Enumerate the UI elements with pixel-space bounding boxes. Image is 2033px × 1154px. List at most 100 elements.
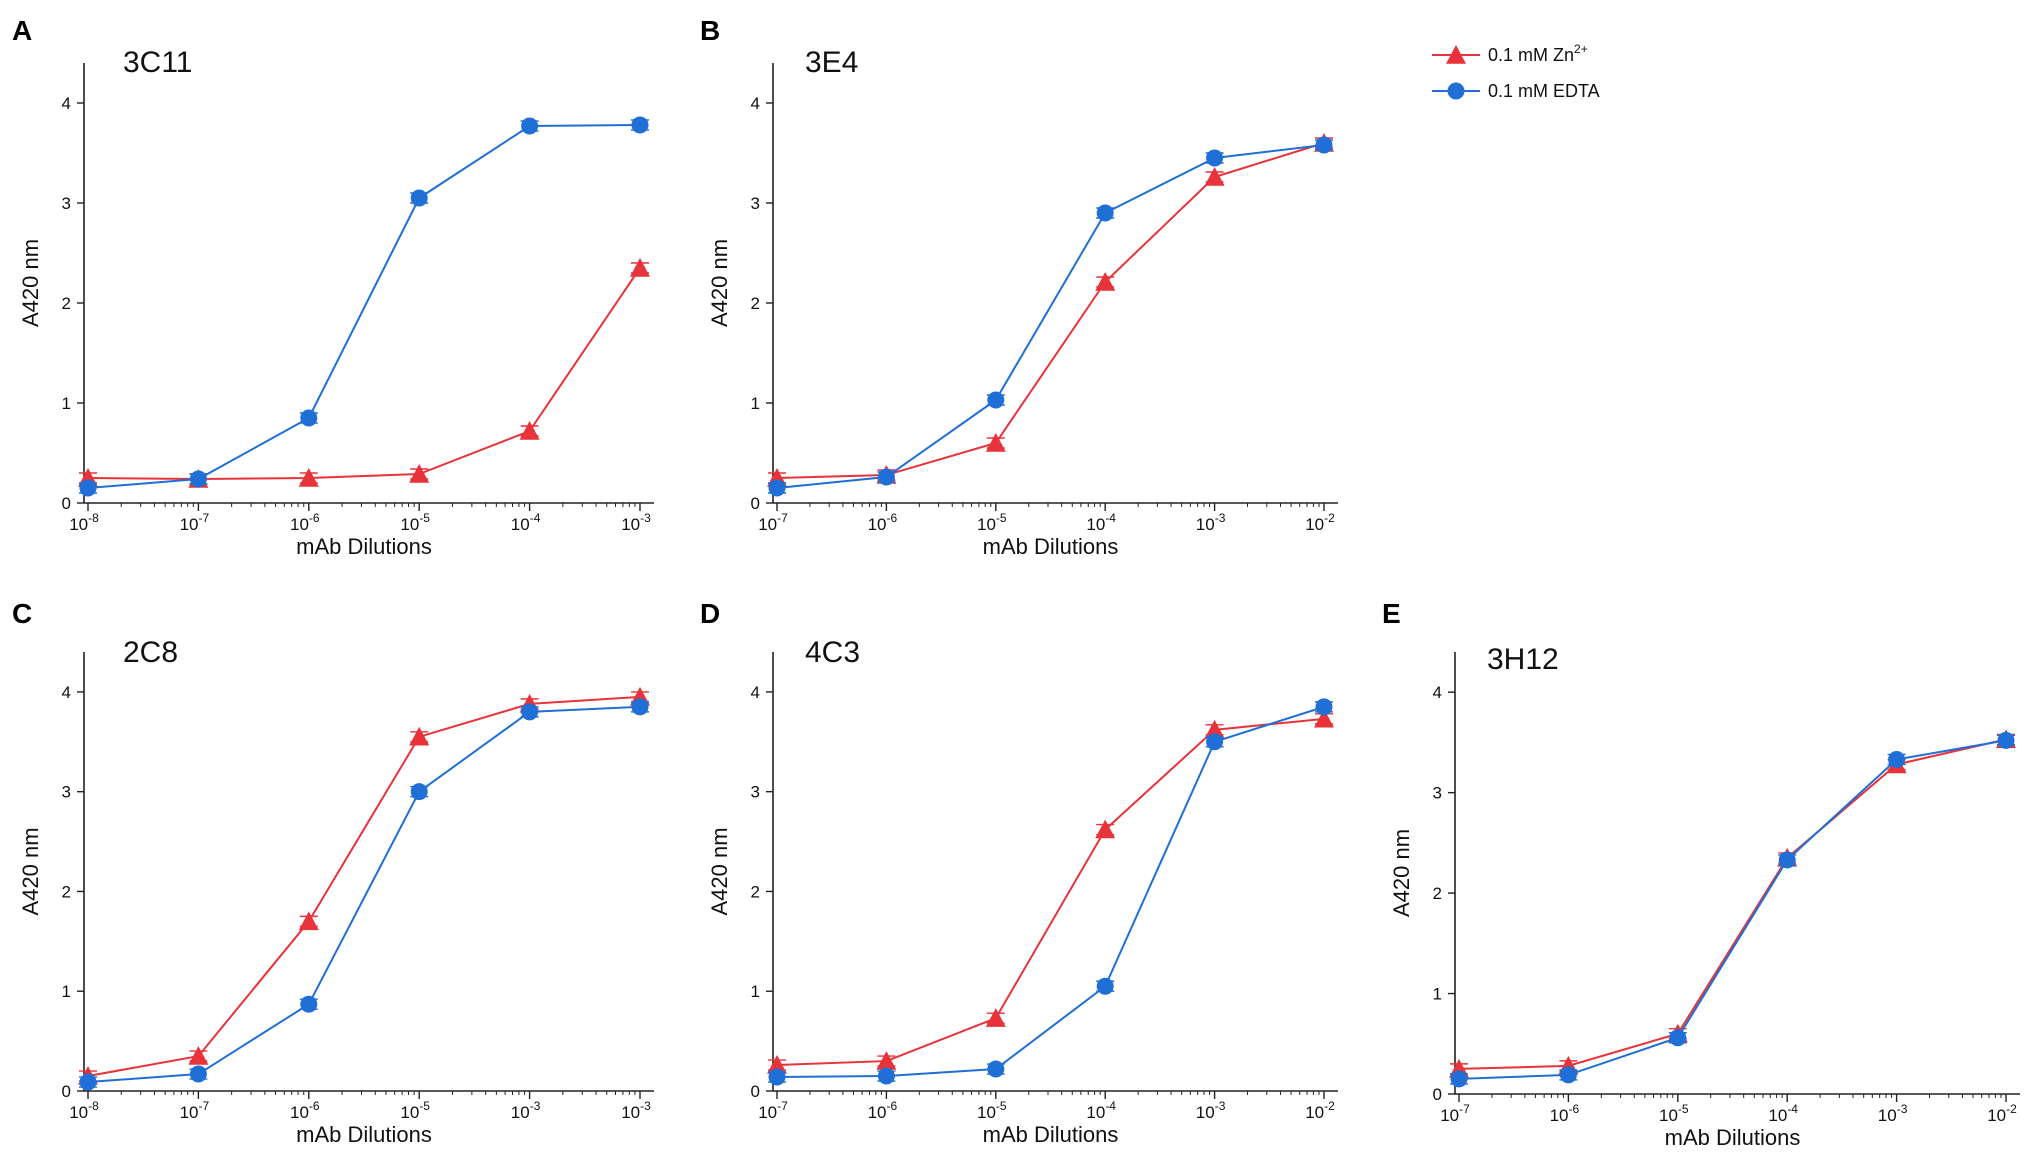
series-line [87,267,641,481]
y-axis-label: A420 nm [18,239,43,327]
x-tick-label: 10-5 [977,511,1007,534]
x-tick-label: 10-6 [290,511,320,534]
series-line [87,695,641,1078]
data-point-zn [985,433,1006,452]
x-tick-label: 10-4 [1768,1102,1798,1125]
x-tick-label: 10-6 [868,1099,898,1122]
data-point-edta [1096,977,1114,995]
x-tick-label: 10-2 [1987,1102,2017,1125]
x-tick-label: 10-4 [511,511,541,534]
x-tick-label: 10-8 [69,1099,99,1122]
series-edta [1450,731,2015,1088]
x-tick-label: 10-7 [1440,1102,1470,1125]
panel-e: E 3H12 0 1 2 3 4 10-7 10-6 10-5 10-4 10-3 10-2 mAb Di… [1382,598,2020,1150]
data-point-edta [1450,1070,1468,1088]
legend-label: 0.1 mM EDTA [1488,81,1600,101]
y-axis-label: A420 nm [18,827,43,915]
data-point-zn [767,1055,787,1074]
x-tick-label: 10-2 [1305,511,1335,534]
series-edta [79,698,649,1091]
data-point-edta [1315,698,1333,716]
y-tick-label: 0 [62,1082,71,1101]
x-tick-label: 10-3 [621,511,651,534]
panel-d: D 4C3 0 1 2 3 4 10-7 10-6 10-5 10-4 10-3 10-2 mAb Dil… [700,598,1338,1147]
data-point-zn [1095,272,1116,291]
panel-a: A 3C11 0 1 2 3 4 10-8 10-7 10-6 10-5 10-4 10-3 mAb Di… [12,15,654,559]
x-tick-label: 10-3 [1196,1099,1226,1122]
legend-entry: 0.1 mM EDTA [1432,81,1600,101]
y-tick-label: 2 [62,882,71,901]
y-tick-label: 3 [751,783,760,802]
y-tick-label: 3 [1433,784,1442,803]
legend: 0.1 mM Zn2+ 0.1 mM EDTA [1432,42,1600,101]
data-point-edta [189,470,207,488]
data-point-edta [1559,1066,1577,1084]
data-point-zn [409,464,430,483]
panel-letter: D [700,598,720,629]
data-point-edta [1315,136,1333,154]
series-line [776,717,1325,1067]
data-point-edta [1888,750,1906,768]
y-tick-label: 2 [62,294,71,313]
x-tick-label: 10-3 [621,1099,651,1122]
y-tick-label: 1 [1433,985,1442,1004]
series-edta [768,136,1333,497]
series-line [87,705,641,1084]
series-line [1458,738,2007,1070]
legend-entry: 0.1 mM Zn2+ [1432,42,1588,65]
series-line [776,144,1325,489]
data-point-zn [1204,719,1225,739]
data-point-edta [768,479,786,497]
y-tick-label: 4 [62,94,71,113]
x-axis-label: mAb Dilutions [296,1122,432,1147]
data-point-zn [630,258,650,277]
x-tick-label: 10-7 [180,1099,210,1122]
x-tick-label: 10-5 [977,1099,1007,1122]
data-point-edta [768,1068,786,1086]
data-point-zn [298,911,319,931]
x-tick-label: 10-3 [511,1099,541,1122]
x-tick-label: 10-3 [1878,1102,1908,1125]
data-point-edta [410,189,428,207]
data-point-zn [985,1008,1006,1027]
series-zn [1449,729,2016,1078]
chart-title: 3E4 [805,46,858,79]
data-point-edta [189,1065,207,1083]
data-point-edta [79,1073,97,1091]
panel-b: B 3E4 0 1 2 3 4 10-7 10-6 10-5 10-4 10-3 10-2 mAb Dil… [700,15,1338,559]
y-tick-label: 4 [62,683,71,702]
data-point-edta [987,1060,1005,1078]
series-zn [767,708,1334,1074]
x-tick-label: 10-5 [400,511,430,534]
data-point-zn [1314,708,1334,728]
data-point-edta [300,409,318,427]
legend-marker [1447,82,1465,100]
y-tick-label: 2 [751,882,760,901]
data-point-edta [300,995,318,1013]
panel-letter: A [12,15,32,46]
panel-letter: C [12,598,32,629]
y-tick-label: 1 [751,982,760,1001]
data-point-edta [521,703,539,721]
data-point-zn [409,726,430,746]
data-point-edta [1206,149,1224,167]
y-tick-label: 0 [1433,1085,1442,1104]
x-tick-label: 10-8 [69,511,99,534]
data-point-edta [631,698,649,716]
x-tick-label: 10-4 [1086,1099,1116,1122]
data-point-zn [1095,819,1116,839]
y-tick-label: 3 [62,194,71,213]
x-tick-label: 10-7 [180,511,210,534]
y-axis-label: A420 nm [1389,829,1414,917]
data-point-edta [1206,733,1224,751]
x-tick-label: 10-6 [290,1099,320,1122]
y-tick-label: 2 [751,294,760,313]
y-tick-label: 4 [751,94,760,113]
series-line [87,124,641,489]
chart-title: 3C11 [123,46,193,79]
y-axis-label: A420 nm [707,827,732,915]
data-point-edta [1778,851,1796,869]
data-point-edta [1997,731,2015,749]
x-tick-label: 10-5 [1659,1102,1689,1125]
